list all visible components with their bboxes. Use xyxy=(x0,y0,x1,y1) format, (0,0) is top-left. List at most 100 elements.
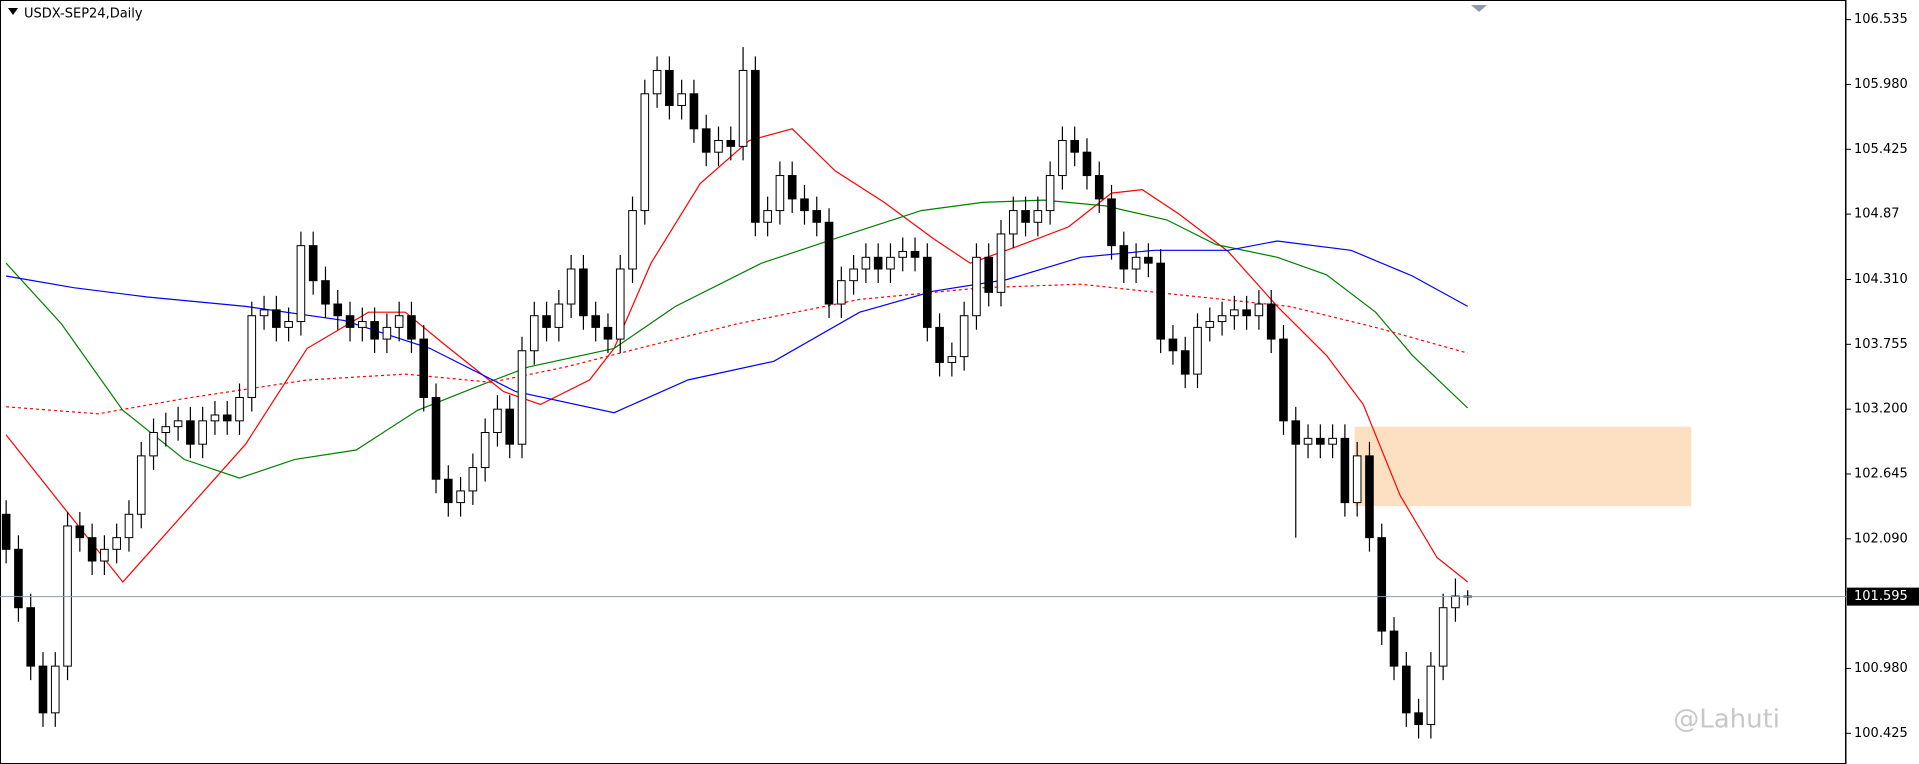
current-price-label: 101.595 xyxy=(1854,589,1908,604)
candle-body xyxy=(198,420,207,445)
candle-body xyxy=(505,408,515,445)
candle-body xyxy=(26,607,36,667)
candle-body xyxy=(419,338,429,398)
candle-body xyxy=(910,250,920,258)
moving-average xyxy=(5,199,1469,479)
candle-body xyxy=(407,315,416,340)
candle-body xyxy=(259,309,269,317)
candle-body xyxy=(100,548,109,562)
y-tick-label: 104.310 xyxy=(1854,272,1908,287)
watermark: @Lahuti xyxy=(1673,705,1780,735)
candle-body xyxy=(431,396,441,480)
candle-body xyxy=(701,128,711,153)
candle-body xyxy=(824,221,834,305)
candle-body xyxy=(615,268,625,340)
candle-body xyxy=(1180,350,1190,375)
candle-body xyxy=(247,315,257,398)
candle-body xyxy=(456,490,465,504)
shift-marker xyxy=(1471,5,1487,12)
candle-body xyxy=(358,321,367,328)
candle-body xyxy=(996,233,1006,293)
y-tick-label: 104.87 xyxy=(1854,207,1900,222)
y-tick-label: 106.535 xyxy=(1854,12,1908,27)
candle-body xyxy=(1266,303,1276,340)
candle-body xyxy=(1156,262,1165,340)
y-tick-label: 100.980 xyxy=(1854,661,1908,676)
plot-frame xyxy=(0,0,1846,764)
candle-body xyxy=(984,256,994,293)
candle-body xyxy=(689,93,699,130)
candle-body xyxy=(149,432,158,457)
candle-body xyxy=(1414,712,1423,726)
candle-body xyxy=(861,256,871,270)
candle-body xyxy=(235,396,244,422)
candle-body xyxy=(726,140,736,147)
candle-body xyxy=(1291,420,1301,445)
candle-body xyxy=(38,665,48,714)
candle-body xyxy=(1254,303,1264,317)
candle-body xyxy=(1193,326,1202,375)
y-tick-label: 102.090 xyxy=(1854,531,1908,546)
candle-body xyxy=(1328,437,1337,445)
candle-body xyxy=(837,280,846,305)
candle-body xyxy=(136,455,146,515)
candle-body xyxy=(1107,198,1116,247)
candle-body xyxy=(922,256,932,328)
candle-body xyxy=(321,280,330,305)
candle-body xyxy=(112,537,121,550)
candle-body xyxy=(591,315,600,328)
candle-body xyxy=(517,350,527,445)
candle-body xyxy=(849,268,858,282)
chart-title: USDX-SEP24,Daily xyxy=(24,7,143,22)
candle-body xyxy=(1045,175,1055,212)
candle-body xyxy=(1377,537,1387,632)
candle-body xyxy=(1119,245,1129,270)
candle-body xyxy=(370,321,379,340)
candle-body xyxy=(763,210,772,223)
candle-body xyxy=(1230,309,1239,317)
candle-body xyxy=(50,665,60,714)
candle-body xyxy=(640,93,650,212)
candle-body xyxy=(210,414,220,422)
candle-body xyxy=(443,478,453,504)
current-price-box xyxy=(1847,587,1919,606)
candle-body xyxy=(161,426,171,434)
y-tick-label: 103.200 xyxy=(1854,402,1908,417)
candle-body xyxy=(1242,309,1251,317)
candle-body xyxy=(1303,437,1313,445)
candle-body xyxy=(898,250,908,258)
candle-body xyxy=(652,69,662,95)
candle-body xyxy=(714,140,723,153)
candle-body xyxy=(1,513,11,550)
candle-body xyxy=(628,210,637,270)
candle-body xyxy=(1058,140,1067,177)
candle-body xyxy=(1144,256,1153,264)
candle-body xyxy=(222,414,232,422)
candle-body xyxy=(63,525,72,667)
candle-body xyxy=(296,245,306,323)
candle-body xyxy=(1426,665,1436,726)
candle-body xyxy=(665,69,674,106)
candle-body xyxy=(1389,630,1399,667)
candle-body xyxy=(1021,210,1030,223)
title-arrow xyxy=(8,8,18,15)
candle-body xyxy=(947,356,957,363)
candle-body xyxy=(579,268,588,317)
candle-body xyxy=(554,303,564,328)
moving-average xyxy=(5,240,1468,414)
candle-body xyxy=(738,69,748,147)
y-tick-label: 105.425 xyxy=(1854,142,1908,157)
candle-body xyxy=(603,326,613,340)
candle-body xyxy=(751,69,760,223)
candle-body xyxy=(1401,665,1411,714)
candle-body xyxy=(468,467,478,492)
candle-body xyxy=(493,408,502,434)
candle-body xyxy=(284,321,293,328)
y-tick-label: 102.645 xyxy=(1854,466,1908,481)
candle-body xyxy=(345,315,355,328)
candle-body xyxy=(542,315,551,328)
candle-body xyxy=(1008,210,1018,235)
candle-body xyxy=(14,548,23,609)
candle-body xyxy=(812,210,822,223)
